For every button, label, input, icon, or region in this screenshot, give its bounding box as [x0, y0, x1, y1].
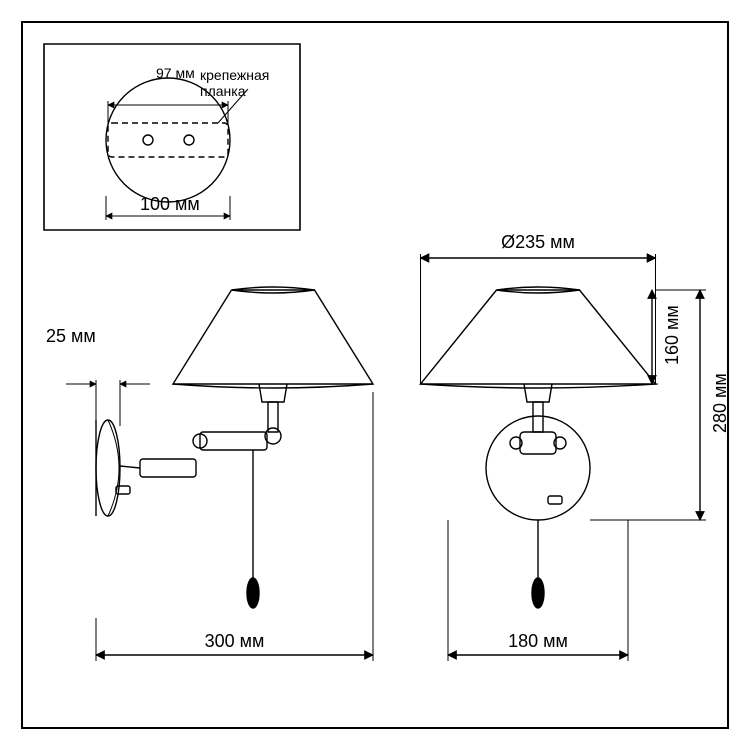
dim-180: 180 мм	[508, 631, 568, 652]
mount-plate-label: крепежнаяпланка	[200, 67, 269, 99]
dim-280: 280 мм	[710, 373, 731, 433]
dim-100: 100 мм	[140, 194, 200, 215]
dim-97: 97 мм	[156, 65, 195, 81]
dim-300: 300 мм	[205, 631, 265, 652]
dim-235: Ø235 мм	[501, 232, 575, 253]
dim-160: 160 мм	[662, 305, 683, 365]
dim-25: 25 мм	[46, 326, 96, 347]
